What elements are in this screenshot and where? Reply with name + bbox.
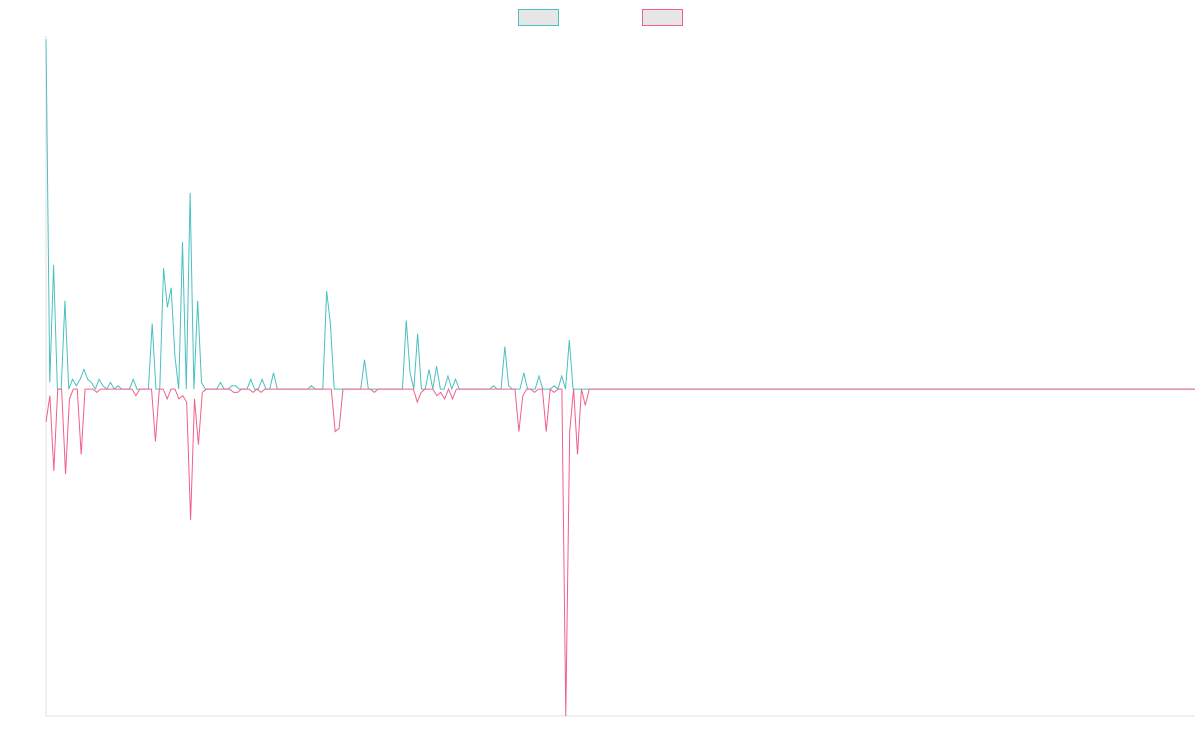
series-line-1 (45, 39, 1195, 391)
legend-swatch-2[interactable] (642, 9, 683, 26)
series-group (45, 39, 1195, 717)
legend-swatch-1[interactable] (518, 9, 559, 26)
series-line-2 (45, 387, 1195, 717)
legend (518, 9, 683, 26)
